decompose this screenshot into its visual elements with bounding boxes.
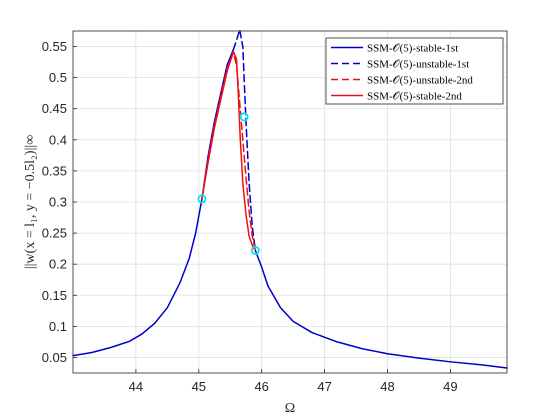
y-tick-label: 0.2 — [49, 257, 67, 272]
y-tick-label: 0.55 — [42, 39, 67, 54]
series-line-1 — [232, 29, 257, 252]
y-tick-label: 0.1 — [49, 319, 67, 334]
y-tick-label: 0.4 — [49, 132, 67, 147]
legend: SSM-𝒪(5)-stable-1st SSM-𝒪(5)-unstable-1s… — [325, 37, 504, 105]
series-layer — [72, 29, 508, 369]
y-tick-label: 0.05 — [42, 350, 67, 365]
x-tick-label: 45 — [192, 379, 206, 394]
bifurcation-marker — [239, 112, 249, 122]
series-line-3 — [201, 50, 255, 250]
series-line-2 — [201, 52, 257, 252]
bifurcation-marker — [250, 246, 260, 256]
y-axis-title: ||w(x = l₁, y = −0.5l₂)||∞ — [23, 135, 38, 269]
y-tick-label: 0.3 — [49, 195, 67, 210]
y-tick-label: 0.5 — [49, 70, 67, 85]
legend-label-unstable-2nd: SSM-𝒪(5)-unstable-2nd — [367, 75, 473, 87]
x-tick-label: 48 — [380, 379, 394, 394]
x-axis-title: Ω — [285, 401, 295, 416]
x-tick-label: 49 — [443, 379, 457, 394]
bifurcation-marker — [197, 194, 207, 204]
legend-label-unstable-1st: SSM-𝒪(5)-unstable-1st — [367, 59, 469, 71]
y-tick-label: 0.35 — [42, 163, 67, 178]
legend-box — [325, 37, 504, 105]
legend-label-stable-1st: SSM-𝒪(5)-stable-1st — [367, 43, 458, 55]
y-tick-label: 0.45 — [42, 101, 67, 116]
legend-label-stable-2nd: SSM-𝒪(5)-stable-2nd — [367, 91, 462, 103]
series-line-0 — [254, 249, 508, 369]
x-tick-label: 47 — [317, 379, 331, 394]
x-tick-label: 44 — [129, 379, 143, 394]
grid-lines — [73, 31, 507, 373]
marker-layer — [197, 112, 260, 256]
y-ticks: 0.05 0.1 0.15 0.2 0.25 0.3 0.35 0.4 0.45 0.5 0.55 — [42, 39, 77, 365]
x-tick-label: 46 — [254, 379, 268, 394]
y-tick-label: 0.25 — [42, 226, 67, 241]
y-tick-label: 0.15 — [42, 288, 67, 303]
x-ticks: 44 45 46 47 48 49 — [129, 369, 458, 394]
